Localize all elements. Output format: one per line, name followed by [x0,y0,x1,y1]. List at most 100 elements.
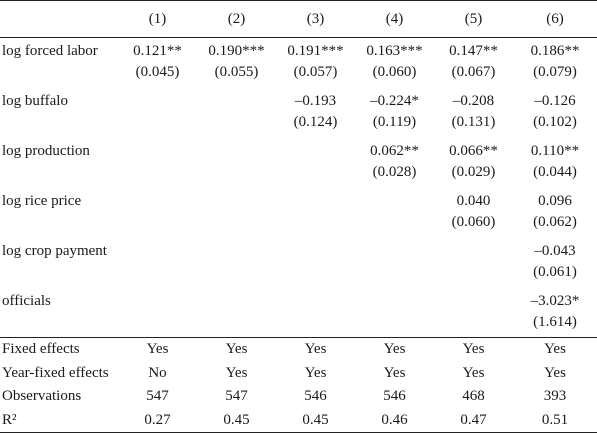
coefficient-estimate: –0.224* [370,92,419,109]
coefficient-estimate: 0.191*** [287,43,344,59]
statistic-value: Yes [355,337,434,362]
column-header-4: (4) [355,0,434,38]
column-header-2: (2) [197,0,276,38]
coefficient-cell: 0.121** (0.045) [118,38,197,88]
statistics-section: Fixed effects Yes Yes Yes Yes Yes Yes Year-fixe… [0,337,597,433]
statistic-value: 547 [225,388,248,404]
standard-error: (0.131) [451,113,496,130]
coefficient-cell: 0.066** (0.029) [434,138,513,188]
coefficient-cell [197,238,276,288]
statistic-value: Yes [544,364,566,381]
coefficient-cell: –0.224* (0.119) [355,88,434,138]
coefficient-estimate: 0.066** [449,142,498,159]
coefficient-cell [197,138,276,188]
coefficient-row: log forced labor 0.121** (0.045) 0.190*** (0… [0,38,597,88]
coefficient-cell: 0.191*** (0.057) [276,38,355,88]
coefficient-estimate: 0.163*** [366,43,423,59]
column-header-1: (1) [118,0,197,38]
coefficient-section: log forced labor 0.121** (0.045) 0.190*** (0… [0,38,597,338]
coefficient-cell: 0.190*** (0.055) [197,38,276,88]
statistic-value: Yes [434,337,513,362]
coefficient-row: log rice price 0.040 (0.060) 0.096 (0.062) [0,188,597,238]
coefficient-row: log production 0.062** (0.028) 0.066** (0.02… [0,138,597,188]
standard-error: (0.062) [533,213,577,230]
coefficient-row: log crop payment –0.043 (0.061) [0,238,597,288]
statistic-value: 546 [383,388,406,404]
coefficient-estimate: –0.193 [294,92,337,109]
standard-error: (0.029) [451,163,496,180]
standard-error: (0.060) [451,213,496,230]
row-label: log buffalo [2,92,68,109]
statistic-value: Yes [276,337,355,362]
coefficient-cell: –0.043 (0.061) [513,238,597,288]
statistic-value: 0.46 [355,408,434,433]
coefficient-estimate: 0.040 [456,192,491,209]
statistic-value: No [148,364,167,381]
statistic-value: 0.51 [513,408,597,433]
coefficient-estimate: –0.126 [534,92,576,109]
standard-error: (0.044) [533,163,577,180]
statistic-value: 0.45 [197,408,276,433]
row-label: officials [2,292,51,309]
coefficient-cell [197,288,276,338]
statistic-value: 468 [462,388,485,404]
coefficient-cell [434,288,513,338]
standard-error: (0.028) [372,163,417,180]
standard-error: (0.045) [135,64,180,80]
standard-error: (0.079) [533,64,577,80]
coefficient-estimate: 0.096 [538,192,572,209]
statistic-label: Fixed effects [0,337,118,362]
column-header-3: (3) [276,0,355,38]
coefficient-estimate: 0.186** [530,43,580,59]
coefficient-cell: –0.126 (0.102) [513,88,597,138]
statistic-value: Yes [304,364,327,381]
standard-error: (0.057) [293,64,338,80]
statistic-value: 546 [304,388,327,404]
standard-error: (0.061) [533,263,577,280]
coefficient-cell: 0.062** (0.028) [355,138,434,188]
statistic-row: Year-fixed effects No Yes Yes Yes Yes Yes [0,362,597,386]
coefficient-cell [276,138,355,188]
coefficient-row: officials –3.023* (1.614) [0,288,597,338]
coefficient-cell: –0.193 (0.124) [276,88,355,138]
statistic-value: 0.47 [434,408,513,433]
coefficient-cell [118,88,197,138]
column-header-row: (1) (2) (3) (4) (5) (6) [0,0,597,38]
statistic-row: Fixed effects Yes Yes Yes Yes Yes Yes [0,337,597,362]
standard-error: (1.614) [533,313,577,330]
statistic-value: Yes [513,337,597,362]
coefficient-estimate: 0.062** [370,142,419,159]
column-header-blank [0,0,118,38]
standard-error: (0.055) [214,64,259,80]
coefficient-cell: 0.040 (0.060) [434,188,513,238]
coefficient-cell [118,188,197,238]
coefficient-cell [355,288,434,338]
statistic-row: Observations 547 547 546 546 468 393 [0,385,597,409]
row-label: log crop payment [2,242,107,259]
coefficient-estimate: 0.147** [449,43,498,59]
statistic-value: Yes [462,364,485,381]
row-label: log production [2,142,90,159]
statistic-row: R² 0.27 0.45 0.45 0.46 0.47 0.51 [0,408,597,433]
coefficient-cell [118,138,197,188]
coefficient-cell [276,288,355,338]
statistic-value: 393 [543,388,567,404]
coefficient-estimate: 0.190*** [208,43,265,59]
statistic-label: Year-fixed effects [2,364,109,381]
statistic-value: Yes [118,337,197,362]
standard-error: (0.067) [451,64,496,80]
coefficient-estimate: 0.121** [133,43,182,59]
standard-error: (0.119) [372,113,417,130]
standard-error: (0.124) [293,113,338,130]
coefficient-cell [197,188,276,238]
statistic-value: Yes [225,364,248,381]
coefficient-cell: 0.163*** (0.060) [355,38,434,88]
column-header-5: (5) [434,0,513,38]
standard-error: (0.102) [533,113,577,130]
coefficient-row: log buffalo –0.193 (0.124) –0.224* (0.119) –0… [0,88,597,138]
coefficient-estimate: 0.110** [530,142,580,159]
statistic-value: Yes [197,337,276,362]
coefficient-cell: –0.208 (0.131) [434,88,513,138]
row-label: log rice price [2,192,82,209]
